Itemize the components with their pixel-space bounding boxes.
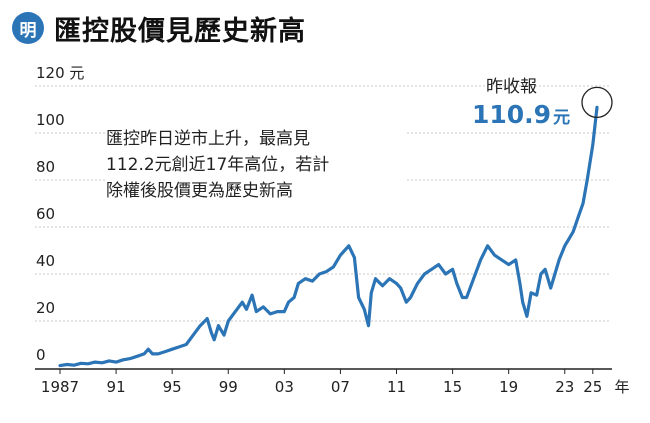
x-tick-label-2011: 11 (387, 378, 406, 396)
y-tick-label-0: 0 (36, 346, 46, 364)
series-line-0 (58, 105, 599, 368)
x-tick-label-2023: 23 (555, 378, 574, 396)
annotation-line-2: 112.2元創近17年高位，若計 (106, 155, 330, 175)
last-close-number: 110.9 (472, 100, 552, 129)
last-close-value: 110.9 元 (472, 100, 570, 129)
chart-title: 匯控股價見歷史新高 (54, 15, 306, 47)
x-tick-label-2025: 25 (583, 378, 602, 396)
last-point-circle (581, 86, 613, 119)
annotation-box: 匯控昨日逆市上升，最高見 112.2元創近17年高位，若計 除權後股價更為歷史新… (106, 126, 406, 204)
x-tick-label-1991: 91 (107, 378, 126, 396)
x-tick-label-2007: 07 (331, 378, 350, 396)
x-tick-label-2003: 03 (275, 378, 294, 396)
y-tick-label-100: 100 (36, 111, 65, 129)
x-tick-label-1987: 1987 (41, 378, 79, 396)
x-tick-label-2019: 19 (499, 378, 518, 396)
x-tick-label-1999: 99 (219, 378, 238, 396)
annotation-line-3: 除權後股價更為歷史新高 (106, 181, 293, 201)
last-close-unit: 元 (553, 108, 571, 128)
x-tick-label-2015: 15 (443, 378, 462, 396)
x-unit-label: 年 (614, 378, 629, 396)
y-tick-label-40: 40 (36, 252, 55, 270)
y-tick-label-80: 80 (36, 158, 55, 176)
last-close-label: 昨收報 (486, 77, 537, 97)
x-tick-label-1995: 95 (163, 378, 182, 396)
annotation-line-1: 匯控昨日逆市上升，最高見 (106, 129, 310, 149)
y-tick-label-20: 20 (36, 299, 55, 317)
brand-logo: 明 (12, 12, 44, 44)
y-tick-label-120: 120 元 (36, 64, 84, 82)
header: 明 匯控股價見歷史新高 (12, 8, 306, 48)
y-tick-label-60: 60 (36, 205, 55, 223)
